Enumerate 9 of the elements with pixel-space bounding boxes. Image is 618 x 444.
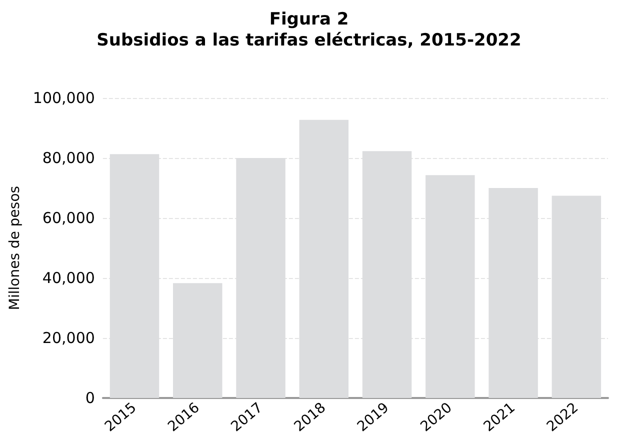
y-tick-label: 100,000 <box>32 89 95 107</box>
y-tick-label: 80,000 <box>42 149 95 167</box>
chart-title: Figura 2 <box>269 10 349 30</box>
y-tick-label: 0 <box>85 389 95 407</box>
y-tick-label: 60,000 <box>42 209 95 227</box>
chart-subtitle: Subsidios a las tarifas eléctricas, 2015-2022 <box>96 30 522 50</box>
y-tick-label: 20,000 <box>42 329 95 347</box>
y-tick-label: 40,000 <box>42 269 95 287</box>
y-axis-title: Millones de pesos <box>7 186 23 310</box>
